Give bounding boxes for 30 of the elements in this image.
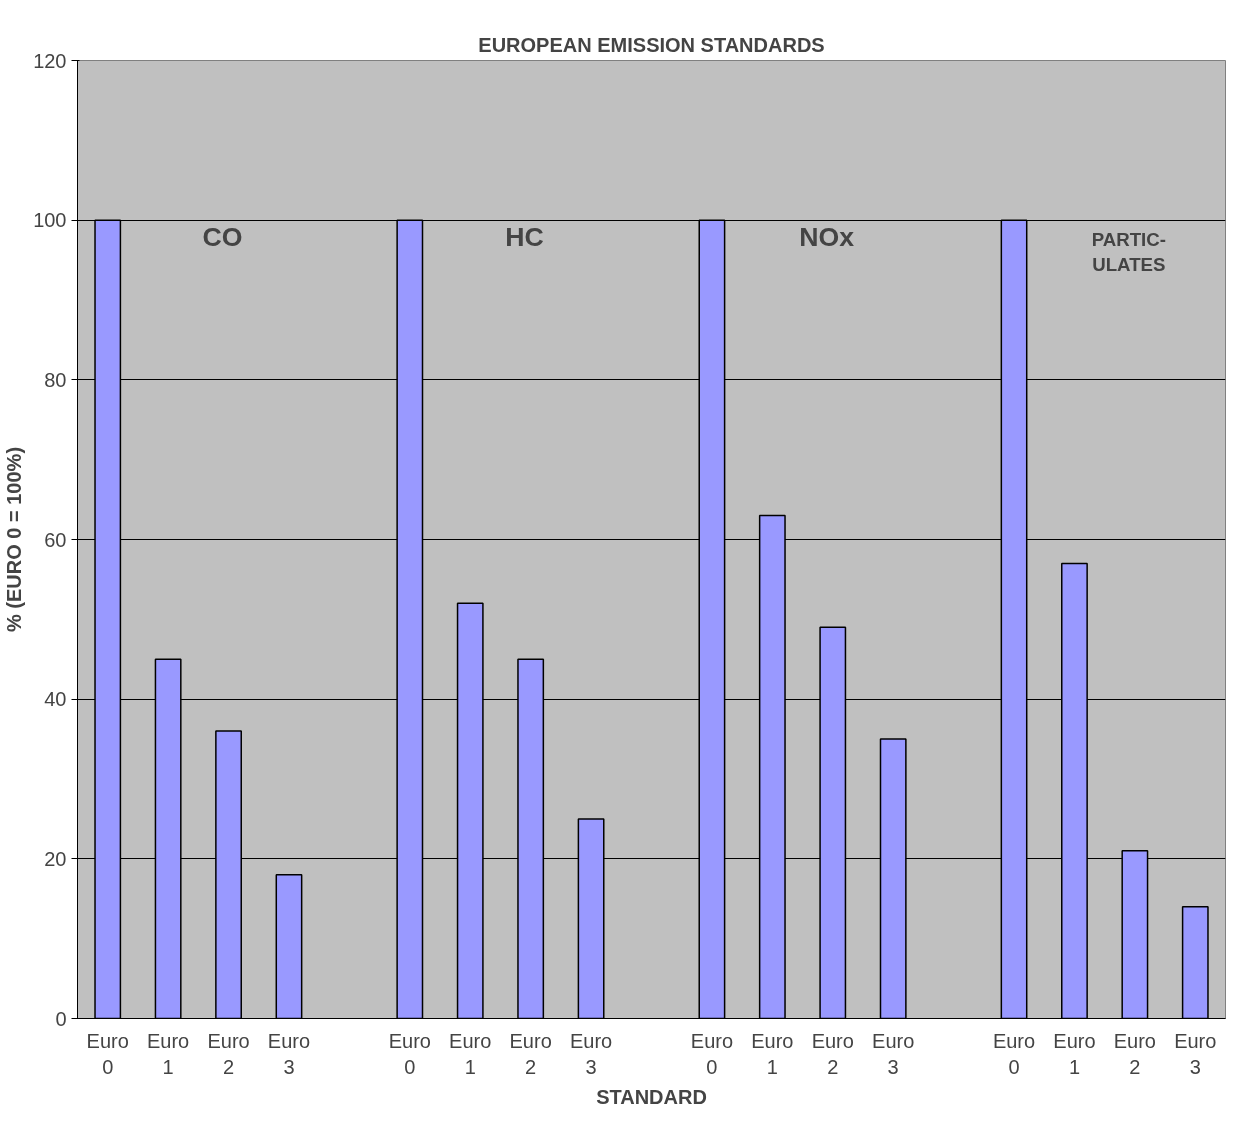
x-tick-label: Euro 1 (751, 1029, 794, 1078)
annotation: NOx (799, 222, 855, 253)
x-tick-label: Euro 2 (207, 1029, 250, 1078)
x-tick-label: Euro 3 (1174, 1029, 1217, 1078)
x-tick-label: Euro 2 (1113, 1029, 1156, 1078)
x-tick-label: Euro 1 (147, 1029, 190, 1078)
y-tick-label: 120 (33, 49, 67, 72)
annotation: PARTIC- ULATES (1091, 229, 1166, 276)
x-tick-label: Euro 1 (1053, 1029, 1096, 1078)
x-tick-label: Euro 0 (992, 1029, 1036, 1078)
x-tick-label: Euro 3 (569, 1029, 613, 1078)
x-tick-label: Euro 1 (449, 1029, 492, 1078)
y-tick-label: 80 (44, 368, 67, 391)
x-axis-title: STANDARD (596, 1085, 707, 1108)
chart-title: EUROPEAN EMISSION STANDARDS (478, 33, 825, 56)
y-tick-label: 60 (44, 528, 67, 551)
y-tick-label: 0 (55, 1007, 67, 1030)
x-tick-label: Euro 3 (267, 1029, 311, 1078)
x-tick-label: Euro 0 (86, 1029, 129, 1078)
x-tick-label: Euro 3 (872, 1029, 915, 1078)
y-tick-label: 20 (44, 847, 67, 870)
annotation: CO (202, 222, 243, 253)
annotation: HC (505, 222, 544, 253)
x-tick-label: Euro 2 (811, 1029, 854, 1078)
y-tick-label: 100 (33, 209, 67, 232)
x-tick-label: Euro 2 (509, 1029, 552, 1078)
x-tick-label: Euro 0 (690, 1029, 734, 1078)
x-tick-label: Euro 0 (388, 1029, 431, 1078)
y-axis-title: % (EURO 0 = 100%) (3, 446, 26, 633)
y-tick-label: 40 (44, 688, 67, 711)
